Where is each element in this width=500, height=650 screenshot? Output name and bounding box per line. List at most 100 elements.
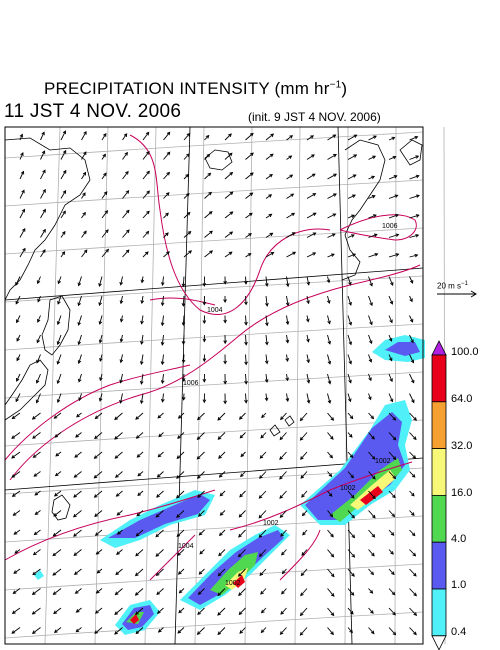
wind-arrow-head xyxy=(285,321,290,326)
wind-arrow xyxy=(163,212,169,219)
wind-arrow xyxy=(245,152,254,160)
wind-arrow-head xyxy=(52,532,57,537)
wind-arrow-head xyxy=(244,399,248,404)
wind-arrow xyxy=(198,510,205,517)
wind-arrow xyxy=(245,212,253,219)
wind-arrow xyxy=(122,171,129,180)
wind-arrow xyxy=(60,231,66,238)
wind-arrow xyxy=(136,529,144,537)
wind-arrow xyxy=(76,412,82,418)
wind-arrow xyxy=(74,568,82,575)
wind-arrow-head xyxy=(327,380,332,385)
meridian-line xyxy=(44,126,61,645)
wind-arrow-head xyxy=(415,233,420,238)
wind-arrow xyxy=(327,276,330,283)
wind-arrow xyxy=(16,315,21,323)
wind-arrow xyxy=(245,393,247,403)
wind-arrow xyxy=(300,627,308,636)
wind-arrow-head xyxy=(134,572,139,577)
wind-arrow-head xyxy=(196,631,201,635)
wind-arrow-head xyxy=(265,302,269,307)
wind-arrow-head xyxy=(136,454,141,458)
wind-arrow-head xyxy=(119,359,124,364)
wind-arrow xyxy=(368,471,376,480)
wind-arrow-head xyxy=(223,380,227,385)
wind-arrow xyxy=(163,172,170,180)
wind-arrow xyxy=(176,490,185,499)
isobar-label: 1002 xyxy=(263,520,279,527)
wind-arrow xyxy=(57,315,62,325)
wind-arrow xyxy=(347,588,355,596)
wind-arrow-head xyxy=(289,174,294,178)
wind-arrow xyxy=(40,209,46,219)
wind-arrow-head xyxy=(20,170,25,175)
wind-arrow-head xyxy=(42,188,46,193)
wind-arrow xyxy=(265,153,274,160)
wind-arrow xyxy=(368,175,375,180)
wind-arrow xyxy=(265,295,268,306)
wind-arrow-head xyxy=(331,233,336,237)
wind-arrow-head xyxy=(270,133,275,138)
wind-arrow xyxy=(32,432,41,439)
wind-arrow-head xyxy=(12,512,17,516)
wind-arrow xyxy=(327,373,331,384)
wind-arrow xyxy=(347,174,357,180)
wind-arrow xyxy=(94,451,103,459)
wind-arrow-head xyxy=(181,396,186,401)
wind-arrow-head xyxy=(56,399,61,404)
precipitation-shading xyxy=(34,335,425,635)
wind-arrow xyxy=(265,276,268,287)
wind-arrow-head xyxy=(73,494,77,498)
precip-band-northeast-green xyxy=(330,458,402,522)
wind-arrow-head xyxy=(15,281,19,286)
wind-arrow-head xyxy=(52,591,57,595)
wind-arrow-head xyxy=(209,250,214,254)
wind-arrow-head xyxy=(95,551,100,555)
wind-arrow xyxy=(19,152,24,160)
wind-arrow-head xyxy=(11,610,16,614)
wind-arrow xyxy=(204,135,210,141)
wind-arrow xyxy=(239,490,246,498)
wind-arrow xyxy=(34,529,41,535)
wind-arrow-head xyxy=(223,400,227,405)
isobar-1002-east xyxy=(229,461,413,531)
wind-arrow-head xyxy=(135,630,140,635)
reference-wind-label: 20 m s−1 xyxy=(437,281,468,291)
wind-arrow-head xyxy=(11,630,16,634)
wind-arrow-head xyxy=(186,153,190,158)
wind-arrow-head xyxy=(202,282,207,287)
wind-arrow-head xyxy=(73,474,78,478)
wind-arrow-head xyxy=(115,493,120,497)
wind-arrow-head xyxy=(248,212,253,217)
wind-arrow-head xyxy=(41,131,45,136)
wind-arrow-head xyxy=(301,552,305,556)
wind-arrow xyxy=(114,451,123,459)
wind-arrow xyxy=(176,529,185,537)
wind-arrow xyxy=(73,510,82,518)
wind-arrow-head xyxy=(134,611,139,616)
wind-arrow xyxy=(245,295,247,305)
wind-arrow-head xyxy=(53,610,57,615)
wind-arrow-head xyxy=(145,131,150,136)
wind-arrow-head xyxy=(391,513,396,518)
wind-arrow-head xyxy=(32,435,36,439)
wind-arrow xyxy=(156,588,164,595)
wind-arrow xyxy=(409,234,419,238)
wind-arrow xyxy=(198,588,205,595)
precip-blob-far-southwest-red xyxy=(130,614,139,624)
wind-arrow xyxy=(347,490,355,499)
wind-arrow-head xyxy=(258,514,263,519)
major-parallel-line xyxy=(4,267,424,301)
wind-arrow xyxy=(13,568,21,574)
wind-arrow xyxy=(14,549,21,554)
wind-arrow xyxy=(388,471,396,479)
wind-arrow-head xyxy=(217,612,221,616)
wind-arrow xyxy=(115,471,123,478)
wind-arrow-head xyxy=(56,341,61,346)
wind-arrow xyxy=(409,354,414,363)
wind-arrow-head xyxy=(348,341,353,346)
wind-arrow xyxy=(245,133,254,141)
wind-arrow xyxy=(409,254,418,258)
wind-arrow-head xyxy=(228,251,233,256)
wind-arrow-head xyxy=(330,417,335,421)
